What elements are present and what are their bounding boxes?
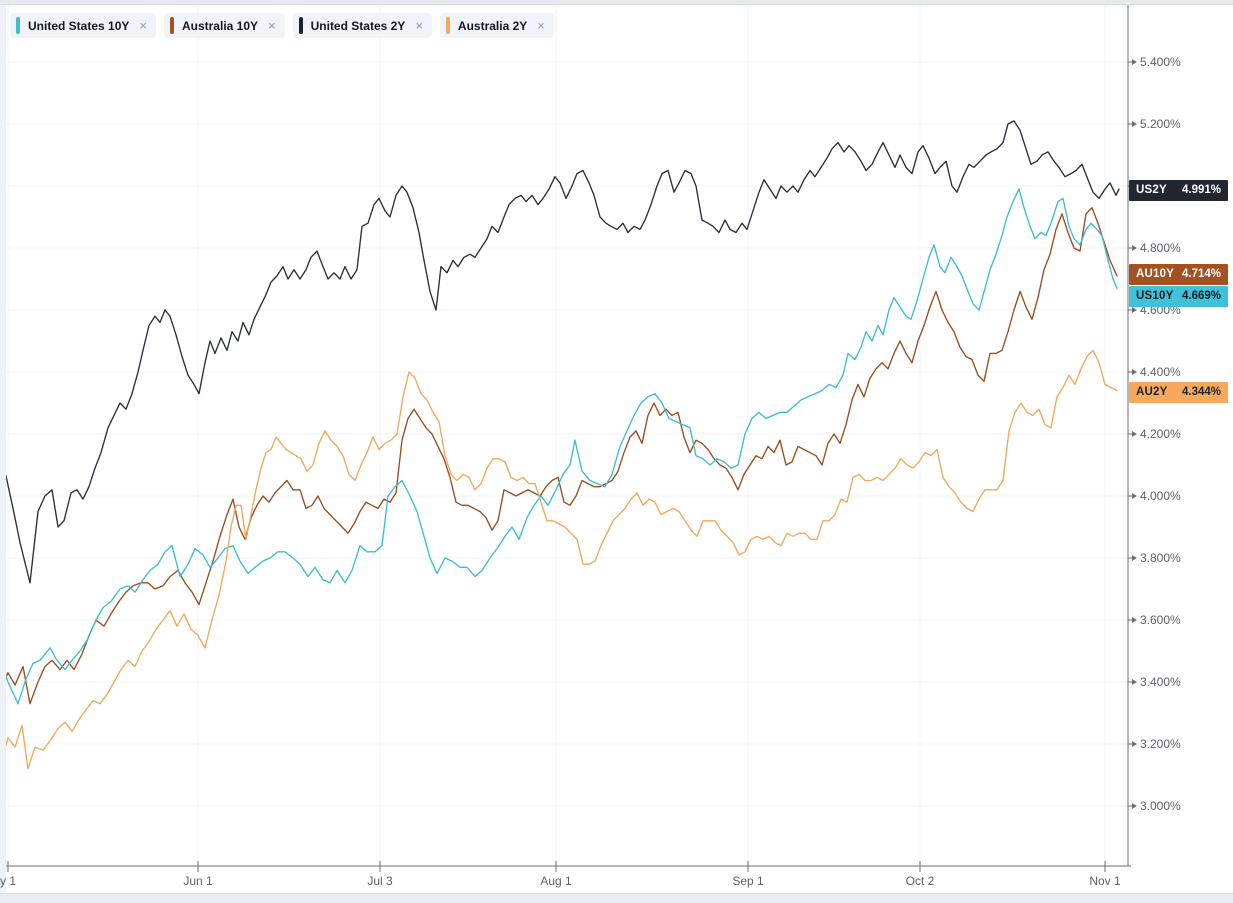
series-line-au10y bbox=[0, 207, 1118, 705]
series-color-bar-icon bbox=[445, 17, 450, 34]
time-axis-label: Jun 1 bbox=[183, 874, 213, 888]
time-axis-label: Sep 1 bbox=[732, 874, 764, 888]
price-axis-label: 4.400% bbox=[1140, 365, 1181, 379]
price-axis-label: 3.400% bbox=[1140, 675, 1181, 689]
price-flag-value: 4.669% bbox=[1181, 290, 1221, 302]
price-flag-value: 4.714% bbox=[1181, 268, 1221, 280]
legend-chip-australia-2y[interactable]: Australia 2Y × bbox=[439, 13, 554, 38]
price-flag-symbol: US10Y bbox=[1136, 290, 1174, 302]
series-color-bar-icon bbox=[16, 17, 20, 34]
close-icon[interactable]: × bbox=[415, 18, 423, 33]
price-flag-symbol: US2Y bbox=[1136, 184, 1167, 196]
price-axis-label: 5.200% bbox=[1140, 117, 1181, 131]
series-line-us2y bbox=[0, 120, 1120, 584]
legend-chip-united-states-2y[interactable]: United States 2Y × bbox=[292, 13, 432, 38]
price-flag-us10y: US10Y 4.669% bbox=[1129, 285, 1228, 307]
left-pane-edge bbox=[0, 5, 6, 893]
y-tick-arrow-icon bbox=[1132, 121, 1137, 127]
y-tick-arrow-icon bbox=[1132, 741, 1137, 747]
legend-chip-label: Australia 10Y bbox=[181, 18, 259, 33]
y-tick-arrow-icon bbox=[1132, 493, 1137, 499]
price-flag-au10y: AU10Y 4.714% bbox=[1129, 263, 1228, 285]
price-axis-label: 4.600% bbox=[1140, 303, 1181, 317]
time-axis-label: Oct 2 bbox=[905, 874, 935, 888]
time-axis-label: Nov 1 bbox=[1089, 874, 1121, 888]
legend-chip-australia-10y[interactable]: Australia 10Y × bbox=[163, 13, 285, 38]
legend-chip-label: United States 10Y bbox=[28, 18, 130, 33]
top-toolbar-edge bbox=[0, 0, 1233, 5]
price-axis-label: 3.200% bbox=[1140, 737, 1181, 751]
series-color-bar-icon bbox=[169, 17, 174, 34]
price-axis-label: 3.800% bbox=[1140, 551, 1181, 565]
y-tick-arrow-icon bbox=[1132, 307, 1137, 313]
legend-chip-label: United States 2Y bbox=[310, 18, 406, 33]
bottom-toolbar-edge bbox=[0, 893, 1233, 903]
close-icon[interactable]: × bbox=[139, 18, 147, 33]
legend: United States 10Y × Australia 10Y × United S… bbox=[10, 13, 554, 38]
series-line-au2y bbox=[0, 349, 1118, 770]
y-tick-arrow-icon bbox=[1132, 431, 1137, 437]
y-tick-arrow-icon bbox=[1132, 245, 1137, 251]
price-flag-value: 4.344% bbox=[1181, 386, 1221, 398]
y-tick-arrow-icon bbox=[1132, 679, 1137, 685]
price-flag-us2y: US2Y 4.991% bbox=[1129, 179, 1228, 201]
series-color-bar-icon bbox=[298, 17, 303, 34]
time-axis-label: y 1 bbox=[0, 874, 17, 888]
time-axis-label: Jul 3 bbox=[367, 874, 393, 888]
price-axis-label: 4.000% bbox=[1140, 489, 1181, 503]
close-icon[interactable]: × bbox=[537, 18, 545, 33]
time-axis-label: Aug 1 bbox=[540, 874, 572, 888]
y-tick-arrow-icon bbox=[1132, 617, 1137, 623]
price-axis-label: 4.800% bbox=[1140, 241, 1181, 255]
price-axis-label: 4.200% bbox=[1140, 427, 1181, 441]
y-tick-arrow-icon bbox=[1132, 555, 1137, 561]
legend-chip-united-states-10y[interactable]: United States 10Y × bbox=[10, 13, 156, 38]
legend-chip-label: Australia 2Y bbox=[457, 18, 528, 33]
y-tick-arrow-icon bbox=[1132, 59, 1137, 65]
price-flag-au2y: AU2Y 4.344% bbox=[1129, 381, 1228, 403]
price-flag-value: 4.991% bbox=[1181, 184, 1221, 196]
price-flag-symbol: AU10Y bbox=[1136, 268, 1175, 280]
y-tick-arrow-icon bbox=[1132, 803, 1137, 809]
y-tick-arrow-icon bbox=[1132, 369, 1137, 375]
close-icon[interactable]: × bbox=[268, 18, 276, 33]
price-flag-symbol: AU2Y bbox=[1136, 386, 1168, 398]
series-line-us10y bbox=[0, 188, 1118, 705]
price-axis-label: 3.600% bbox=[1140, 613, 1181, 627]
price-axis-label: 5.400% bbox=[1140, 55, 1181, 69]
price-axis-label: 3.000% bbox=[1140, 799, 1181, 813]
